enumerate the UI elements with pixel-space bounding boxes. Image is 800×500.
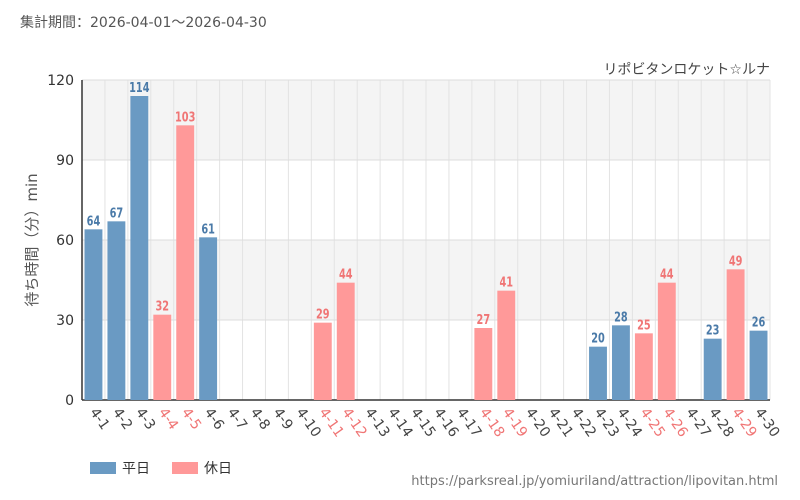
y-axis-label: 待ち時間（分）min — [23, 173, 41, 306]
period-label: 集計期間：2026-04-01～2026-04-30 — [20, 15, 267, 31]
source-url: https://parksreal.jp/yomiuriland/attract… — [411, 474, 778, 489]
x-tick-label-4-1: 4-1 — [86, 405, 112, 433]
y-tick-label: 120 — [47, 73, 74, 89]
x-tick-label-4-16: 4-16 — [430, 405, 461, 440]
x-tick-label-4-22: 4-22 — [568, 405, 599, 440]
legend: 平日 休日 — [90, 458, 232, 478]
value-label-4-19: 41 — [499, 274, 513, 290]
value-label-4-24: 28 — [614, 309, 628, 325]
value-label-4-5: 103 — [175, 109, 195, 125]
x-tick-label-4-23: 4-23 — [591, 405, 622, 440]
bar-4-12 — [336, 282, 355, 400]
x-tick-label-4-8: 4-8 — [247, 405, 273, 433]
wait-time-chart: 64 67 114 32 103 61 29 44 27 41 20 28 25 44 23 49 26 0 30… — [23, 62, 783, 440]
bar-4-6 — [199, 237, 218, 400]
chart-title: リポビタンロケット☆ルナ — [603, 62, 770, 78]
value-label-4-18: 27 — [477, 312, 491, 328]
y-tick-labels: 0 30 60 90 120 — [47, 73, 74, 409]
x-tick-label-4-18: 4-18 — [476, 405, 507, 440]
x-tick-label-4-15: 4-15 — [407, 405, 438, 440]
value-label-4-2: 67 — [110, 205, 124, 221]
x-tick-label-4-21: 4-21 — [545, 405, 576, 440]
x-tick-label-4-30: 4-30 — [751, 405, 782, 440]
bar-4-28 — [703, 338, 722, 400]
legend-swatch-holiday — [172, 462, 198, 474]
y-tick-label: 30 — [56, 313, 74, 329]
value-label-4-29: 49 — [729, 253, 743, 269]
x-tick-label-4-3: 4-3 — [132, 405, 158, 433]
chart-bars — [84, 96, 768, 400]
x-tick-label-4-5: 4-5 — [178, 405, 204, 433]
bar-4-30 — [749, 330, 768, 400]
x-tick-label-4-14: 4-14 — [384, 405, 415, 440]
bar-4-11 — [313, 322, 332, 400]
legend-item-holiday: 休日 — [172, 458, 232, 478]
legend-label-weekday: 平日 — [122, 461, 150, 477]
y-tick-label: 0 — [65, 393, 74, 409]
bar-4-2 — [107, 221, 126, 400]
value-label-4-12: 44 — [339, 266, 353, 282]
y-tick-label: 90 — [56, 153, 74, 169]
bar-4-4 — [153, 314, 172, 400]
x-tick-label-4-17: 4-17 — [453, 405, 484, 440]
x-tick-label-4-28: 4-28 — [705, 405, 736, 440]
value-label-4-28: 23 — [706, 322, 720, 338]
x-tick-label-4-12: 4-12 — [338, 405, 369, 440]
bar-4-5 — [176, 125, 195, 400]
chart-gridlines — [81, 79, 771, 401]
chart-value-labels: 64 67 114 32 103 61 29 44 27 41 20 28 25 44 23 49 26 — [87, 80, 766, 347]
value-label-4-23: 20 — [591, 330, 605, 346]
x-tick-label-4-24: 4-24 — [614, 405, 645, 440]
x-tick-label-4-10: 4-10 — [293, 405, 324, 440]
x-tick-label-4-4: 4-4 — [155, 405, 181, 433]
value-label-4-26: 44 — [660, 266, 674, 282]
x-tick-label-4-26: 4-26 — [660, 405, 691, 440]
x-tick-label-4-13: 4-13 — [361, 405, 392, 440]
bar-4-19 — [497, 290, 516, 400]
x-tick-labels: 4-14-24-34-44-54-64-74-84-94-104-114-124… — [86, 405, 782, 440]
legend-label-holiday: 休日 — [204, 461, 232, 477]
bar-4-25 — [634, 333, 653, 400]
x-tick-label-4-9: 4-9 — [270, 405, 296, 433]
x-tick-label-4-19: 4-19 — [499, 405, 530, 440]
x-tick-label-4-29: 4-29 — [728, 405, 759, 440]
value-label-4-1: 64 — [87, 213, 101, 229]
value-label-4-25: 25 — [637, 317, 651, 333]
y-tick-label: 60 — [56, 233, 74, 249]
value-label-4-30: 26 — [752, 314, 766, 330]
bar-4-29 — [726, 269, 745, 400]
bar-4-24 — [611, 325, 630, 400]
value-label-4-11: 29 — [316, 306, 330, 322]
x-tick-label-4-7: 4-7 — [224, 405, 250, 433]
legend-swatch-weekday — [90, 462, 116, 474]
value-label-4-3: 114 — [129, 80, 149, 96]
value-label-4-6: 61 — [201, 221, 215, 237]
bar-4-23 — [589, 346, 607, 400]
bar-4-26 — [657, 282, 676, 400]
x-tick-label-4-2: 4-2 — [109, 405, 135, 433]
x-tick-label-4-11: 4-11 — [316, 405, 347, 440]
bar-4-1 — [84, 229, 103, 400]
x-tick-label-4-27: 4-27 — [682, 405, 713, 440]
x-tick-label-4-20: 4-20 — [522, 405, 553, 440]
bar-4-18 — [474, 328, 493, 400]
bar-4-3 — [130, 96, 149, 400]
x-tick-label-4-6: 4-6 — [201, 405, 227, 433]
legend-item-weekday: 平日 — [90, 458, 150, 478]
value-label-4-4: 32 — [155, 298, 169, 314]
x-tick-label-4-25: 4-25 — [637, 405, 668, 440]
